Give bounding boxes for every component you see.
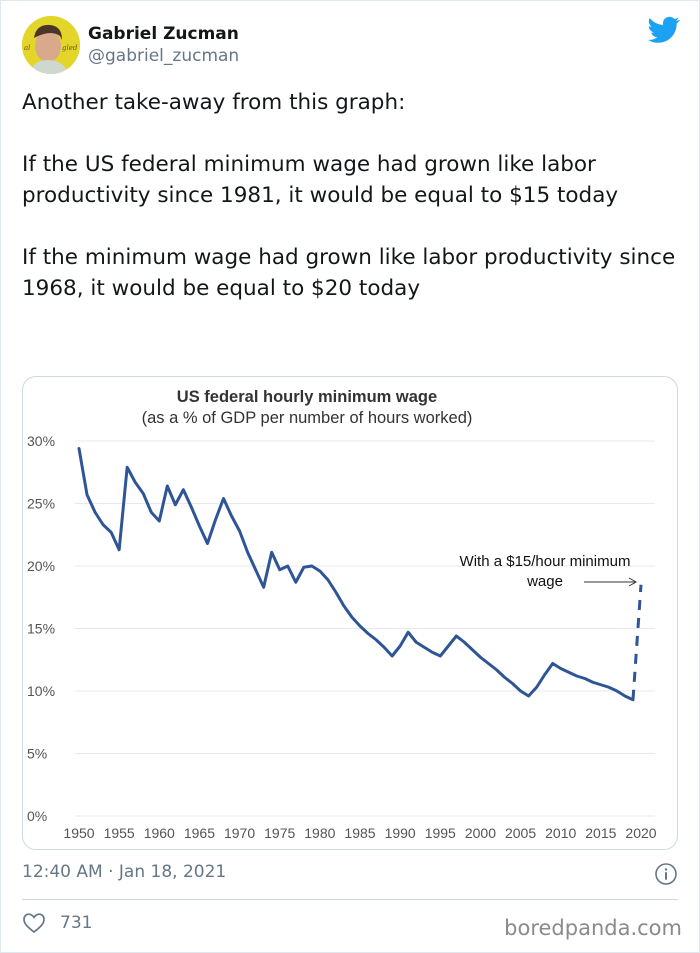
x-tick-label: 1985 — [344, 825, 375, 841]
series-line — [77, 447, 635, 702]
like-count: 731 — [60, 913, 93, 933]
heart-icon — [23, 913, 45, 934]
x-tick-label: 1950 — [63, 825, 94, 841]
avatar-photo-icon: al gled — [22, 16, 80, 74]
x-tick-label: 2005 — [505, 825, 536, 841]
x-tick-label: 1990 — [385, 825, 416, 841]
y-tick-label: 20% — [27, 558, 55, 574]
line-chart: US federal hourly minimum wage (as a % o… — [27, 388, 657, 841]
chart-image[interactable]: US federal hourly minimum wage (as a % o… — [22, 376, 678, 850]
author-name[interactable]: Gabriel Zucman — [88, 24, 239, 44]
x-tick-label: 2010 — [545, 825, 576, 841]
y-axis-ticks: 0% 5% 10% 15% 20% 25% 30% — [27, 433, 55, 824]
like-button[interactable]: 731 — [22, 912, 92, 934]
y-tick-label: 5% — [27, 746, 47, 762]
footer-divider — [22, 899, 678, 900]
y-tick-label: 15% — [27, 621, 55, 637]
y-tick-label: 0% — [27, 808, 47, 824]
annotation-line-2: wage — [526, 573, 563, 590]
tweet-timestamp[interactable]: 12:40 AM · Jan 18, 2021 — [22, 862, 227, 882]
svg-text:al: al — [24, 44, 30, 52]
x-tick-label: 2000 — [465, 825, 496, 841]
tweet-header: al gled Gabriel Zucman @gabriel_zucman — [22, 16, 239, 74]
avatar[interactable]: al gled — [22, 16, 80, 74]
x-tick-label: 2020 — [625, 825, 656, 841]
x-tick-label: 1995 — [425, 825, 456, 841]
info-icon[interactable] — [654, 862, 678, 886]
x-tick-label: 1960 — [144, 825, 175, 841]
x-tick-label: 2015 — [585, 825, 616, 841]
projection-line — [631, 584, 643, 700]
y-tick-label: 10% — [27, 683, 55, 699]
x-tick-label: 1955 — [104, 825, 135, 841]
data-lines — [77, 447, 643, 702]
x-tick-label: 1975 — [264, 825, 295, 841]
twitter-bird-icon[interactable] — [648, 16, 680, 44]
chart-subtitle: (as a % of GDP per number of hours worke… — [142, 409, 473, 427]
annotation-line-1: With a $15/hour minimum — [460, 553, 631, 570]
annotation: With a $15/hour minimum wage — [460, 553, 638, 590]
arrow-head-icon — [628, 577, 638, 587]
watermark: boredpanda.com — [504, 916, 682, 940]
author-handle[interactable]: @gabriel_zucman — [88, 46, 240, 66]
x-tick-label: 1970 — [224, 825, 255, 841]
chart-title: US federal hourly minimum wage — [177, 388, 437, 406]
x-tick-label: 1965 — [184, 825, 215, 841]
svg-text:gled: gled — [62, 44, 78, 52]
y-tick-label: 30% — [27, 433, 55, 449]
gridlines — [75, 440, 655, 817]
y-tick-label: 25% — [27, 496, 55, 512]
x-axis-ticks: 1950 1955 1960 1965 1970 1975 1980 1985 1990 1995… — [63, 825, 656, 841]
x-tick-label: 1980 — [304, 825, 335, 841]
tweet-text: Another take-away from this graph: If th… — [22, 90, 676, 301]
